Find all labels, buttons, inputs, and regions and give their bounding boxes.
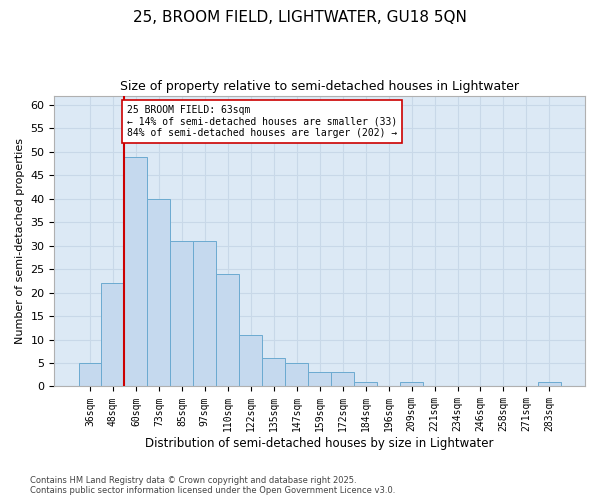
Bar <box>239 335 262 386</box>
Bar <box>217 274 239 386</box>
Bar <box>262 358 285 386</box>
Bar <box>308 372 331 386</box>
Text: 25, BROOM FIELD, LIGHTWATER, GU18 5QN: 25, BROOM FIELD, LIGHTWATER, GU18 5QN <box>133 10 467 25</box>
Bar <box>538 382 561 386</box>
Title: Size of property relative to semi-detached houses in Lightwater: Size of property relative to semi-detach… <box>120 80 519 93</box>
Y-axis label: Number of semi-detached properties: Number of semi-detached properties <box>15 138 25 344</box>
Bar <box>400 382 423 386</box>
Bar <box>124 156 148 386</box>
Bar <box>79 363 101 386</box>
Bar <box>285 363 308 386</box>
Bar <box>148 199 170 386</box>
X-axis label: Distribution of semi-detached houses by size in Lightwater: Distribution of semi-detached houses by … <box>145 437 494 450</box>
Text: Contains HM Land Registry data © Crown copyright and database right 2025.
Contai: Contains HM Land Registry data © Crown c… <box>30 476 395 495</box>
Bar <box>193 241 217 386</box>
Bar <box>101 283 124 387</box>
Bar <box>354 382 377 386</box>
Bar <box>170 241 193 386</box>
Bar <box>331 372 354 386</box>
Text: 25 BROOM FIELD: 63sqm
← 14% of semi-detached houses are smaller (33)
84% of semi: 25 BROOM FIELD: 63sqm ← 14% of semi-deta… <box>127 105 397 138</box>
